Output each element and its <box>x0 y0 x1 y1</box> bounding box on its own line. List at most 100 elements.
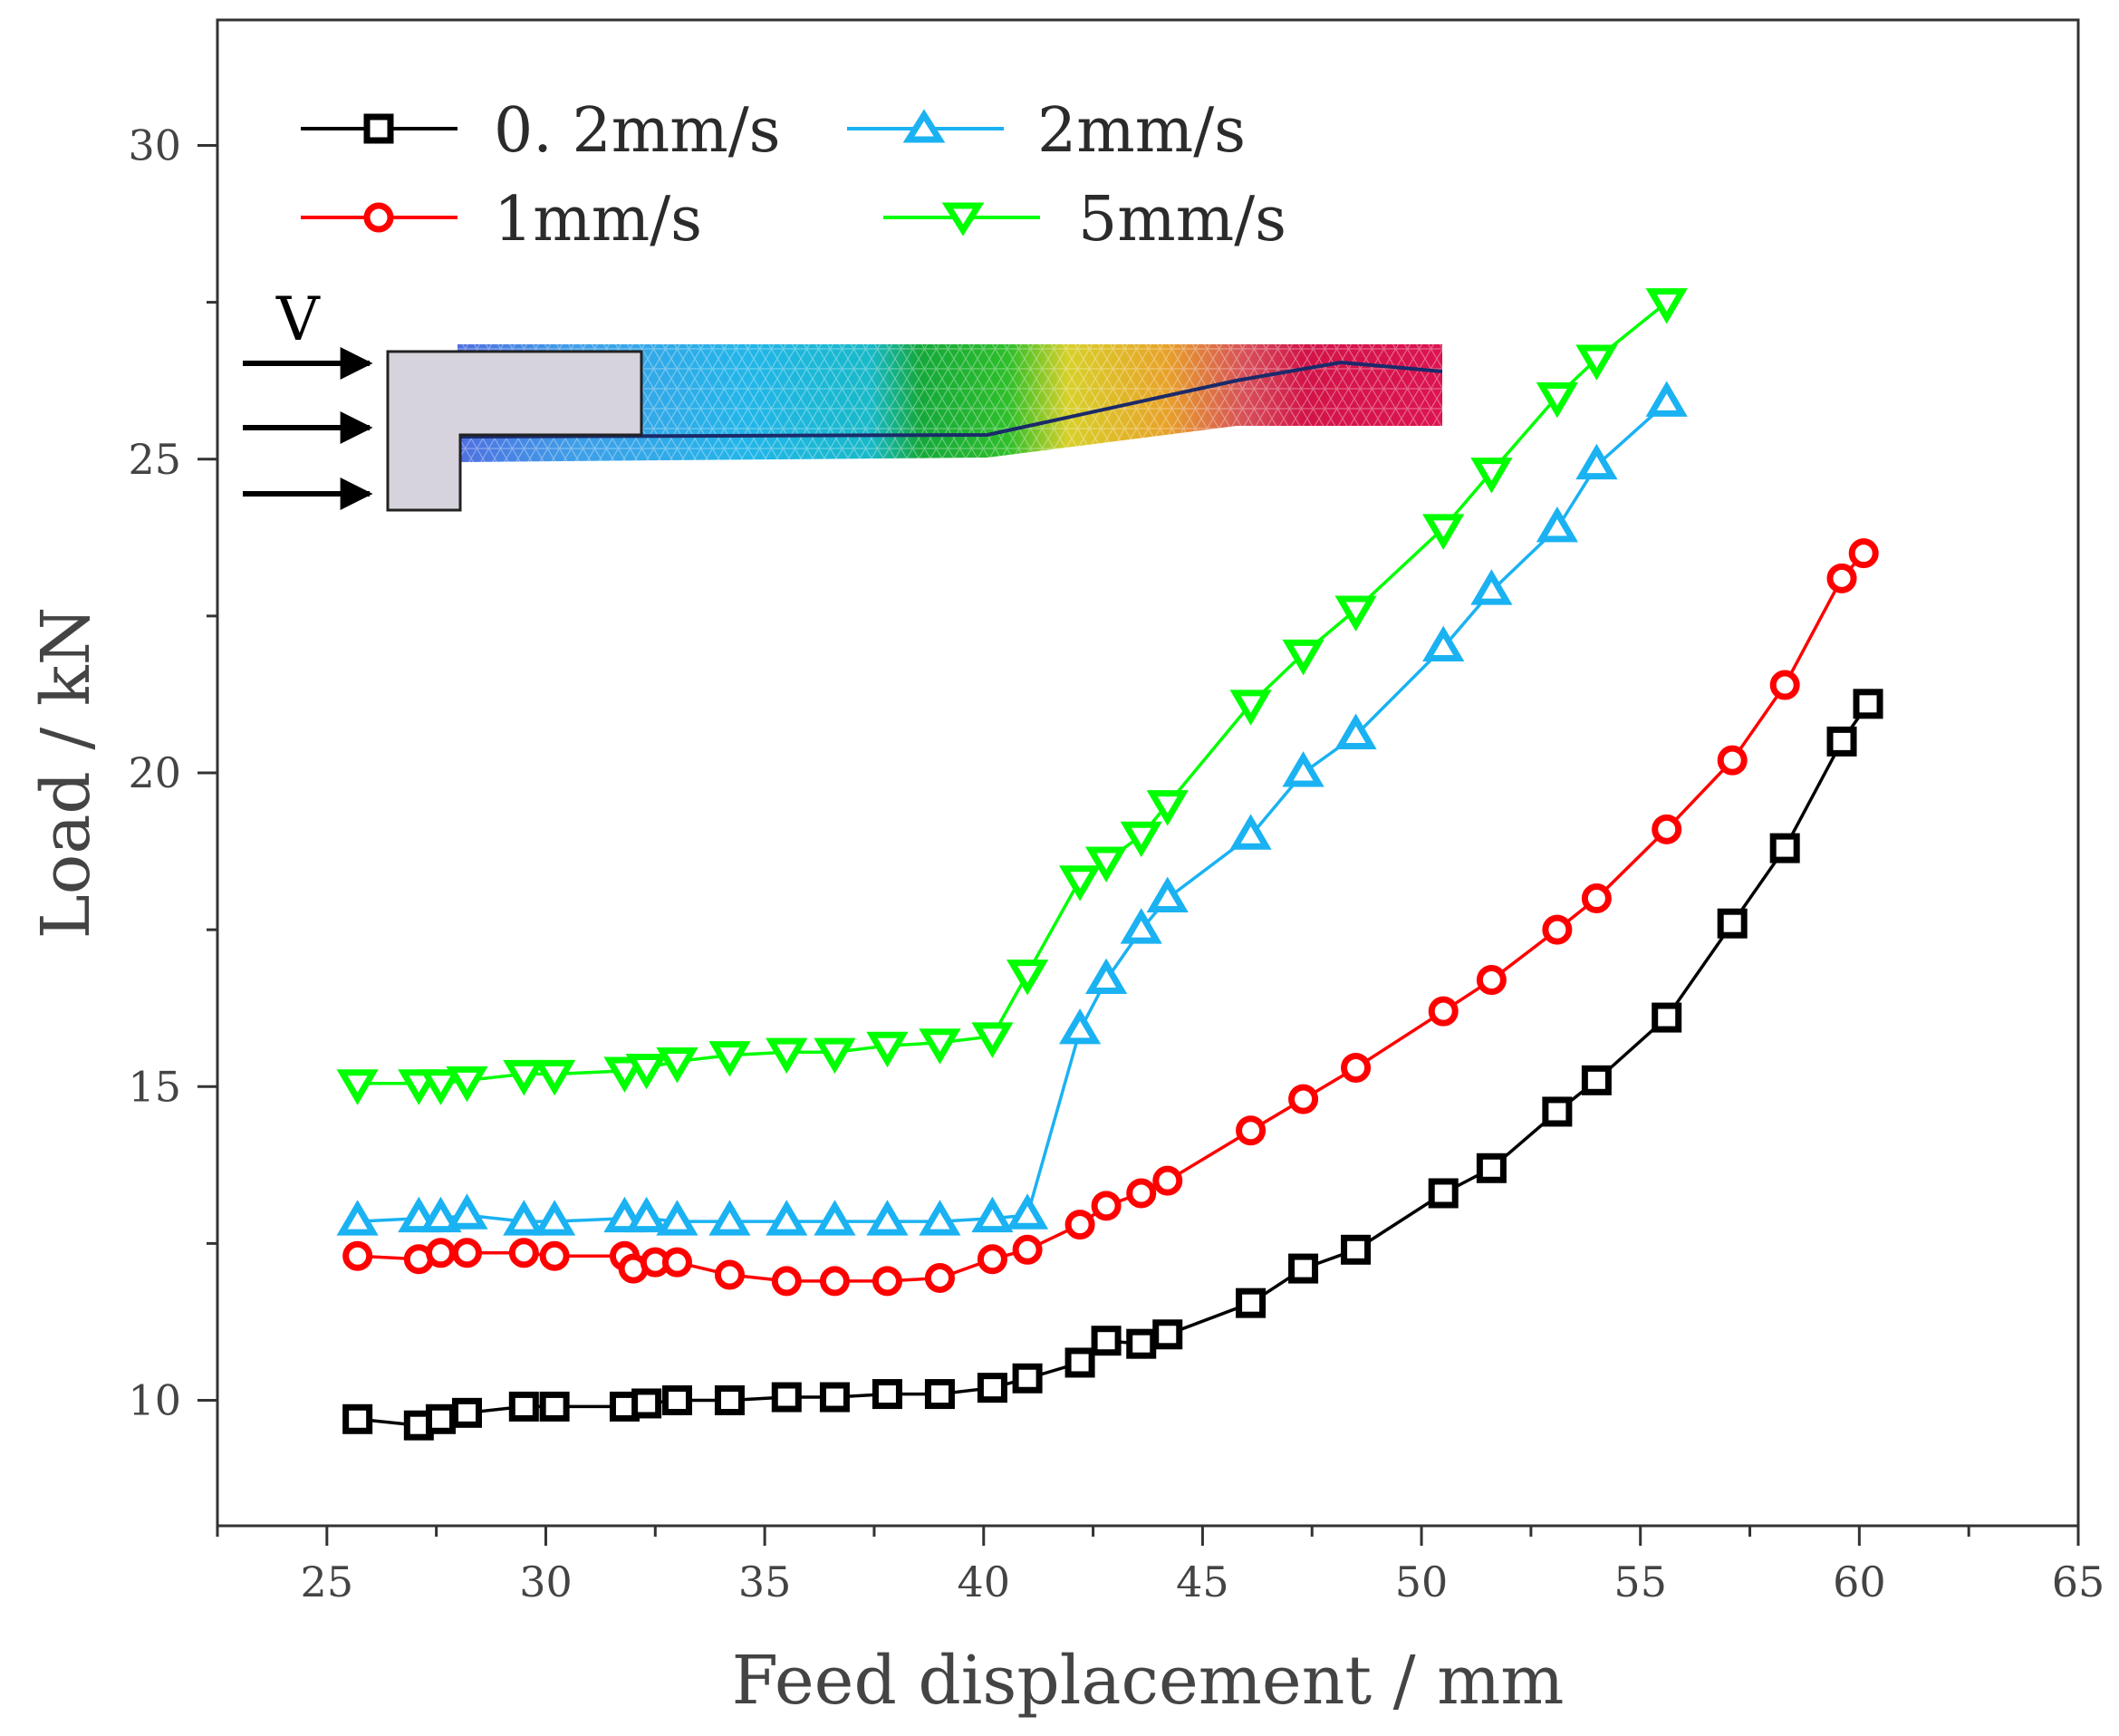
data-point <box>1146 790 1189 826</box>
data-point <box>919 1028 961 1065</box>
x-tick-label: 55 <box>1613 1558 1667 1606</box>
data-point <box>814 1037 856 1075</box>
data-point <box>656 1200 698 1236</box>
data-point <box>977 1373 1007 1403</box>
data-point <box>603 1056 646 1093</box>
data-point <box>819 1266 850 1297</box>
data-point <box>425 1403 456 1434</box>
data-point <box>451 1397 482 1428</box>
data-point <box>419 1069 462 1105</box>
data-point <box>508 1391 539 1422</box>
data-point <box>1091 1191 1122 1221</box>
data-point <box>1769 670 1800 700</box>
legend-label-5mm-s: 5mm/s <box>1078 184 1286 256</box>
series-layer <box>336 288 1883 1441</box>
velocity-label: V <box>275 285 321 354</box>
axis-ticks <box>197 144 2080 1546</box>
series-line-5mm-s <box>357 301 1668 1085</box>
data-point <box>1645 288 1688 324</box>
data-point <box>1334 713 1377 749</box>
data-point <box>1006 960 1049 996</box>
data-point <box>766 1200 808 1236</box>
data-point <box>1058 865 1102 902</box>
data-point <box>771 1266 802 1297</box>
legend-marker-0-2mm-s <box>363 113 394 144</box>
data-point <box>425 1238 456 1268</box>
data-point <box>872 1379 902 1410</box>
x-tick-label: 25 <box>301 1558 354 1606</box>
data-point <box>814 1200 856 1236</box>
data-point <box>446 1193 488 1230</box>
legend-label-2mm-s: 2mm/s <box>1037 95 1246 167</box>
data-point <box>771 1382 802 1413</box>
data-point <box>625 1053 668 1090</box>
data-point <box>1428 996 1459 1027</box>
data-point <box>819 1382 850 1413</box>
y-axis-title: Load / kN <box>27 607 105 940</box>
data-point <box>1334 595 1377 632</box>
data-point <box>1058 1008 1102 1045</box>
data-point <box>924 1379 955 1410</box>
legend-label-1mm-s: 1mm/s <box>494 184 702 256</box>
y-tick-label: 10 <box>128 1376 181 1425</box>
data-point <box>1536 382 1578 419</box>
data-point <box>1536 506 1578 543</box>
y-tick-label: 25 <box>128 435 181 484</box>
series-0-2mm-s <box>342 689 1883 1441</box>
data-point <box>1126 1328 1157 1359</box>
data-point <box>625 1196 668 1233</box>
data-point <box>1006 1193 1049 1230</box>
data-point <box>534 1059 576 1096</box>
data-point <box>866 1031 909 1068</box>
data-point <box>503 1059 545 1096</box>
data-point <box>1146 876 1189 912</box>
x-tick-label: 60 <box>1833 1558 1886 1606</box>
data-point <box>1848 538 1879 569</box>
data-point <box>708 1041 751 1077</box>
data-point <box>1422 514 1465 550</box>
data-point <box>336 1200 379 1236</box>
y-tick-label: 20 <box>128 748 181 797</box>
data-point <box>1229 690 1272 726</box>
data-point <box>1853 689 1883 719</box>
legend-marker-5mm-s <box>941 202 985 236</box>
data-point <box>539 1391 570 1422</box>
x-tick-label: 35 <box>738 1558 792 1606</box>
data-point <box>534 1200 576 1236</box>
data-point <box>1717 745 1748 776</box>
axis-tick-labels: 25 30 35 40 45 50 55 60 65 10 15 20 25 30 <box>128 121 2105 1607</box>
data-point <box>714 1259 745 1290</box>
legend-marker-1mm-s <box>363 202 394 233</box>
legend: 0. 2mm/s 2mm/s 1mm/s 5mm/s <box>301 95 1286 256</box>
series-1mm-s <box>342 538 1879 1297</box>
mesh-crack-line <box>457 360 1443 439</box>
punch-tool <box>386 350 643 512</box>
data-point <box>1288 1253 1319 1284</box>
data-point <box>708 1200 751 1236</box>
x-tick-label: 30 <box>519 1558 573 1606</box>
x-tick-label: 40 <box>957 1558 1010 1606</box>
data-point <box>661 1385 692 1415</box>
mesh-grid-overlay <box>458 344 1442 462</box>
data-point <box>1341 1234 1372 1265</box>
data-point <box>1769 833 1800 863</box>
x-tick-label: 65 <box>2052 1558 2105 1606</box>
data-point <box>1012 1363 1043 1394</box>
data-point <box>1581 1065 1612 1095</box>
series-line-1mm-s <box>357 552 1865 1283</box>
data-point <box>1064 1347 1095 1378</box>
legend-marker-2mm-s <box>902 109 946 143</box>
data-point <box>419 1196 462 1233</box>
data-point <box>1288 1084 1319 1114</box>
data-point <box>1542 914 1573 945</box>
legend-label-0-2mm-s: 0. 2mm/s <box>494 95 781 167</box>
data-point <box>924 1262 955 1293</box>
x-tick-label: 45 <box>1176 1558 1229 1606</box>
data-point <box>714 1385 745 1415</box>
data-point <box>1470 458 1513 494</box>
data-point <box>872 1266 902 1297</box>
data-point <box>1717 908 1748 939</box>
data-point <box>1120 908 1162 944</box>
data-point <box>1229 814 1272 850</box>
